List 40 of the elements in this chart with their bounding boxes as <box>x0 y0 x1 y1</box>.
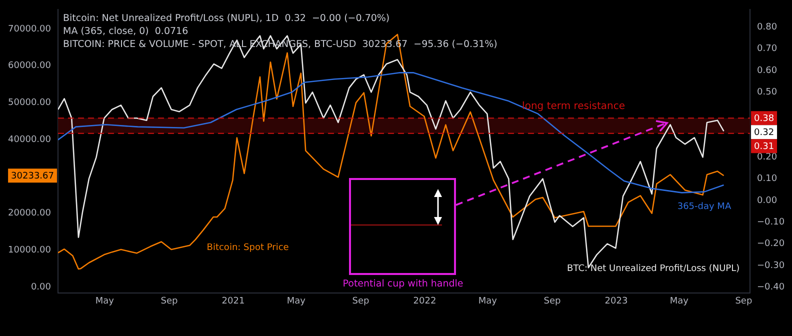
y-tick-label: 0.00 <box>30 282 52 292</box>
x-tick-label: 2021 <box>222 296 245 307</box>
series-label: 365-day MA <box>677 202 732 212</box>
y-tick-label: 40000.00 <box>8 134 52 145</box>
y2-tick-label: −0.30 <box>757 260 785 271</box>
x-tick-label: Sep <box>160 296 178 307</box>
y-tick-label: 10000.00 <box>8 246 52 256</box>
y2-tick-label: 0.10 <box>757 174 778 184</box>
y2-tick-label: −0.40 <box>757 282 785 292</box>
y-tick-label: 50000.00 <box>8 98 52 108</box>
x-tick-label: May <box>286 296 306 307</box>
y2-tick-label: 0.50 <box>757 88 778 98</box>
x-tick-label: Sep <box>735 296 752 307</box>
x-tick-label: 2022 <box>413 296 436 307</box>
ref-line-label: 0.38 <box>754 114 774 124</box>
y-tick-label: 70000.00 <box>8 24 52 34</box>
y-tick-label: 20000.00 <box>8 208 52 219</box>
x-tick-label: 2023 <box>604 296 628 307</box>
ref-line-label: 0.31 <box>754 142 774 152</box>
y-tick-label: 60000.00 <box>8 61 52 72</box>
x-tick-label: Sep <box>352 296 370 307</box>
x-tick-label: May <box>670 296 690 307</box>
text: 30233.67 <box>11 171 54 182</box>
y2-tick-label: 0.60 <box>757 66 778 76</box>
x-tick-label: May <box>478 296 498 307</box>
y2-tick-label: 0.80 <box>757 22 778 33</box>
x-tick-label: Sep <box>544 296 561 307</box>
y2-tick-label: −0.20 <box>757 239 785 250</box>
y2-tick-label: 0.00 <box>757 196 778 206</box>
annotation: Bitcoin: Net Unrealized Profit/Loss (NUPL), 1D 0.32 −0.00 (−0.70%) <box>63 12 390 24</box>
y2-tick-label: −0.10 <box>757 218 785 228</box>
y2-tick-label: 0.20 <box>757 152 778 162</box>
text: BTC: Net Unrealized Profit/Loss (NUPL) <box>567 264 740 274</box>
annotation: MA (365, close, 0) 0.0716 <box>63 26 188 37</box>
series-label: Bitcoin: Spot Price <box>206 242 290 253</box>
annotation: Potential cup with handle <box>342 278 464 290</box>
x-tick-label: May <box>95 296 115 307</box>
y2-tick-label: 0.70 <box>757 44 778 54</box>
band-label: long term resistance <box>522 100 626 112</box>
text: 0.32 <box>754 128 774 138</box>
